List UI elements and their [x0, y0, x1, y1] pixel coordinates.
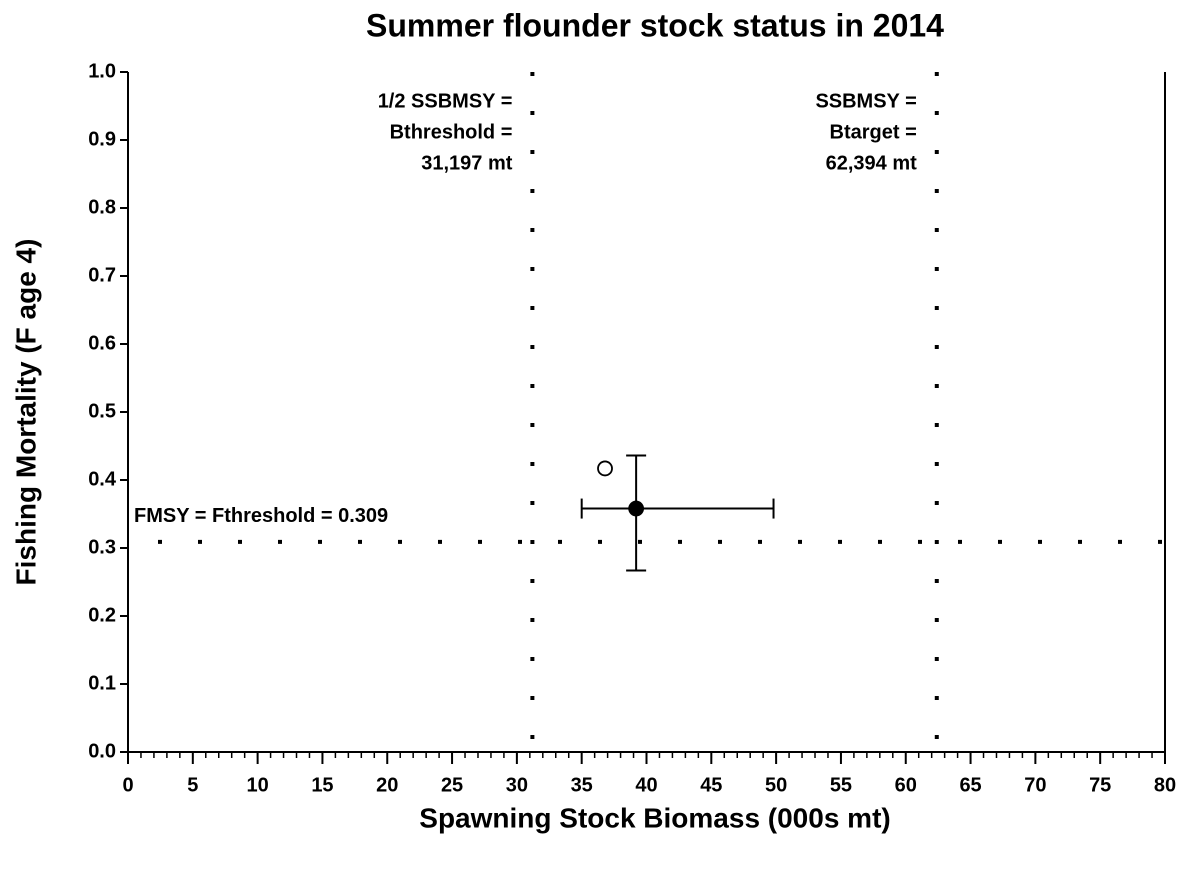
y-tick-label: 0.5: [88, 400, 116, 422]
x-tick-label: 40: [635, 774, 657, 796]
point: [597, 460, 613, 477]
y-tick-label: 0.0: [88, 740, 116, 762]
y-tick-label: 0.3: [88, 536, 116, 558]
y-tick-label: 1.0: [88, 60, 116, 82]
x-tick-label: 80: [1154, 774, 1176, 796]
x-tick-label: 65: [959, 774, 981, 796]
x-tick-label: 35: [571, 774, 593, 796]
x-tick-label: 15: [311, 774, 333, 796]
x-tick-label: 55: [830, 774, 852, 796]
chart-title: Summer flounder stock status in 2014: [366, 7, 944, 43]
x-tick-label: 10: [247, 774, 269, 796]
reference-label: FMSY = Fthreshold = 0.309: [134, 505, 388, 527]
x-tick-label: 30: [506, 774, 528, 796]
reference-label: Bthreshold =: [390, 121, 513, 143]
x-tick-label: 50: [765, 774, 787, 796]
point: [628, 500, 645, 517]
reference-label: 1/2 SSBMSY =: [378, 90, 513, 112]
reference-label: Btarget =: [830, 121, 917, 143]
x-tick-label: 60: [895, 774, 917, 796]
x-tick-label: 25: [441, 774, 463, 796]
x-axis-label: Spawning Stock Biomass (000s mt): [419, 802, 890, 833]
reference-label: 31,197 mt: [421, 152, 513, 174]
y-tick-label: 0.4: [88, 468, 117, 490]
y-tick-label: 0.9: [88, 128, 116, 150]
x-tick-label: 0: [122, 774, 133, 796]
y-tick-label: 0.8: [88, 196, 116, 218]
x-tick-label: 5: [187, 774, 198, 796]
x-tick-label: 70: [1024, 774, 1046, 796]
y-axis-label: Fishing Mortality (F age 4): [10, 239, 41, 586]
x-tick-label: 20: [376, 774, 398, 796]
y-tick-label: 0.6: [88, 332, 116, 354]
y-tick-label: 0.7: [88, 264, 116, 286]
reference-label: 62,394 mt: [826, 152, 918, 174]
y-tick-label: 0.2: [88, 604, 116, 626]
y-tick-label: 0.1: [88, 672, 116, 694]
x-tick-label: 45: [700, 774, 722, 796]
reference-label: SSBMSY =: [815, 90, 916, 112]
x-tick-label: 75: [1089, 774, 1111, 796]
